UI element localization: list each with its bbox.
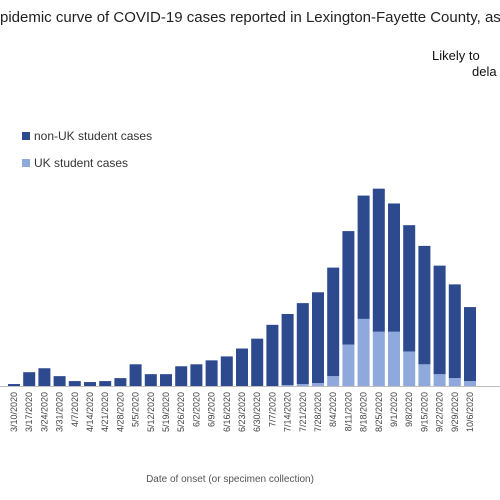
bar-uk-27 — [418, 364, 431, 386]
x-tick-label: 10/6/2020 — [465, 392, 475, 432]
legend-label-1: UK student cases — [34, 156, 128, 170]
bar-non-uk-15 — [236, 348, 248, 386]
bars — [8, 188, 476, 386]
bar-non-uk-22 — [342, 231, 355, 345]
bar-uk-21 — [327, 376, 340, 386]
x-tick-label: 4/21/2020 — [100, 392, 110, 432]
chart-title: pidemic curve of COVID-19 cases reported… — [0, 9, 500, 26]
x-tick-label: 5/26/2020 — [176, 392, 186, 432]
bar-non-uk-4 — [68, 381, 81, 386]
bar-non-uk-19 — [296, 303, 309, 385]
x-tick-label: 6/23/2020 — [237, 392, 247, 432]
bar-uk-30 — [464, 381, 476, 386]
x-tick-label: 3/10/2020 — [9, 392, 19, 432]
bar-non-uk-0 — [8, 384, 20, 386]
x-tick-label: 6/16/2020 — [222, 392, 232, 432]
x-tick-label: 9/22/2020 — [435, 392, 445, 432]
bar-non-uk-26 — [403, 225, 416, 352]
x-tick-label: 5/12/2020 — [146, 392, 156, 432]
x-tick-label: 9/8/2020 — [404, 392, 414, 427]
bar-non-uk-28 — [433, 265, 446, 375]
bar-non-uk-11 — [175, 366, 188, 386]
bar-uk-28 — [433, 374, 446, 386]
x-tick-label: 7/7/2020 — [267, 392, 277, 427]
bar-non-uk-27 — [418, 245, 431, 365]
x-tick-label: 7/21/2020 — [298, 392, 308, 432]
x-axis-label: Date of onset (or specimen collection) — [146, 474, 314, 485]
bar-uk-19 — [296, 384, 309, 386]
legend-swatch-0 — [22, 132, 30, 140]
x-tick-label: 3/17/2020 — [24, 392, 34, 432]
bar-uk-23 — [357, 318, 370, 386]
bar-non-uk-5 — [84, 382, 96, 386]
x-tick-label: 8/25/2020 — [374, 392, 384, 432]
x-tick-labels: 3/10/2020 3/17/2020 3/24/2020 3/31/2020 4/7/… — [9, 392, 475, 432]
x-tick-label: 8/11/2020 — [343, 392, 353, 431]
x-tick-label: 6/2/2020 — [191, 392, 201, 427]
x-tick-label: 6/30/2020 — [252, 392, 262, 432]
bar-uk-29 — [448, 378, 461, 386]
x-tick-label: 7/28/2020 — [313, 392, 323, 432]
x-tick-label: 9/1/2020 — [389, 392, 399, 427]
bar-non-uk-23 — [357, 195, 370, 319]
x-tick-label: 7/14/2020 — [283, 392, 293, 432]
x-tick-label: 6/9/2020 — [207, 392, 217, 427]
legend-swatch-1 — [22, 159, 30, 167]
x-tick-label: 3/31/2020 — [55, 392, 65, 432]
bar-non-uk-14 — [220, 356, 233, 386]
x-tick-label: 8/18/2020 — [359, 392, 369, 432]
bar-non-uk-2 — [38, 368, 51, 386]
bar-non-uk-18 — [281, 313, 294, 386]
bar-uk-20 — [312, 383, 324, 386]
bar-non-uk-16 — [251, 338, 264, 386]
bar-uk-22 — [342, 344, 355, 386]
bar-non-uk-21 — [327, 267, 340, 377]
x-tick-label: 8/4/2020 — [328, 392, 338, 427]
legend: non-UK student cases UK student cases — [22, 129, 152, 170]
x-tick-label: 4/28/2020 — [115, 392, 125, 432]
bar-non-uk-12 — [190, 364, 203, 386]
bar-non-uk-17 — [266, 324, 279, 386]
bar-non-uk-7 — [114, 378, 127, 386]
x-tick-label: 9/29/2020 — [450, 392, 460, 432]
x-tick-label: 9/15/2020 — [419, 392, 429, 432]
bar-non-uk-25 — [388, 203, 400, 332]
bar-non-uk-13 — [205, 360, 218, 386]
bar-non-uk-6 — [99, 381, 112, 386]
bar-non-uk-30 — [464, 307, 476, 382]
x-tick-label: 5/19/2020 — [161, 392, 171, 432]
bar-non-uk-3 — [53, 376, 66, 386]
bar-uk-25 — [388, 331, 400, 386]
bar-non-uk-29 — [448, 284, 461, 379]
annotation-line-1: Likely to — [432, 48, 480, 63]
legend-label-0: non-UK student cases — [34, 129, 152, 143]
x-tick-label: 4/14/2020 — [85, 392, 95, 432]
bar-non-uk-10 — [160, 374, 172, 386]
x-tick-label: 3/24/2020 — [39, 392, 49, 432]
bar-uk-26 — [403, 351, 416, 386]
x-tick-label: 5/5/2020 — [131, 392, 141, 427]
bar-uk-18 — [281, 385, 294, 386]
bar-non-uk-8 — [129, 364, 142, 386]
bar-non-uk-20 — [312, 292, 324, 384]
bar-non-uk-1 — [23, 372, 36, 386]
bar-non-uk-24 — [372, 188, 385, 332]
bar-non-uk-9 — [144, 374, 157, 386]
bar-uk-24 — [372, 331, 385, 386]
annotation-line-2: dela — [472, 64, 497, 79]
x-tick-label: 4/7/2020 — [70, 392, 80, 427]
